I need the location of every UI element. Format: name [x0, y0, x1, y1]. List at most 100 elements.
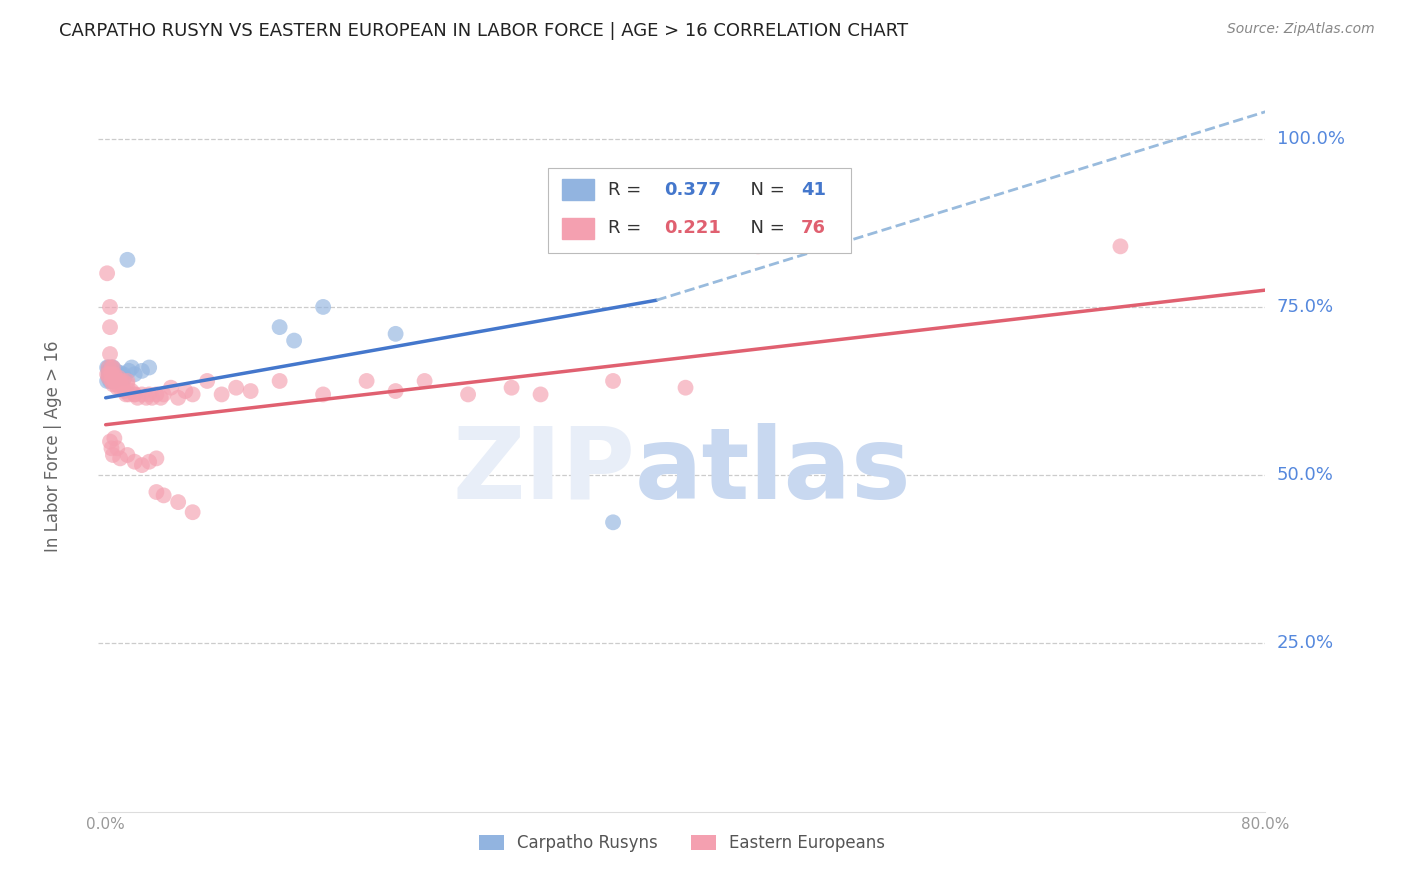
- Point: [145, 451, 167, 466]
- Point: [97, 360, 120, 375]
- Point: [101, 448, 124, 462]
- Point: [118, 387, 141, 401]
- Point: [100, 442, 122, 456]
- Point: [160, 381, 183, 395]
- Bar: [548, 168, 851, 252]
- Text: R =: R =: [609, 219, 647, 237]
- Point: [103, 431, 125, 445]
- Point: [107, 368, 129, 383]
- Point: [110, 368, 132, 383]
- Point: [100, 368, 122, 382]
- Point: [104, 377, 127, 392]
- Point: [384, 384, 406, 398]
- Point: [312, 387, 335, 401]
- Point: [97, 360, 120, 375]
- Point: [167, 391, 190, 405]
- Point: [1109, 239, 1132, 253]
- Point: [96, 374, 118, 388]
- Point: [98, 364, 121, 378]
- Point: [457, 387, 479, 401]
- Point: [100, 368, 122, 382]
- Point: [602, 374, 624, 388]
- Point: [101, 364, 124, 378]
- Point: [239, 384, 262, 398]
- Point: [96, 266, 118, 280]
- Point: [101, 370, 124, 384]
- Point: [104, 368, 127, 383]
- Legend: Carpatho Rusyns, Eastern Europeans: Carpatho Rusyns, Eastern Europeans: [472, 828, 891, 859]
- Point: [97, 364, 120, 378]
- Bar: [562, 218, 595, 239]
- Point: [152, 387, 174, 401]
- Point: [97, 368, 120, 382]
- Point: [121, 384, 143, 398]
- Point: [529, 387, 551, 401]
- Point: [269, 374, 291, 388]
- Point: [98, 320, 121, 334]
- Text: 50.0%: 50.0%: [1277, 467, 1333, 484]
- Point: [104, 364, 127, 378]
- Point: [127, 391, 149, 405]
- Point: [98, 370, 121, 384]
- Text: 100.0%: 100.0%: [1277, 129, 1344, 148]
- Point: [384, 326, 406, 341]
- Point: [97, 368, 120, 382]
- Point: [181, 387, 204, 401]
- Point: [138, 387, 160, 401]
- Point: [135, 391, 157, 405]
- Point: [98, 368, 121, 382]
- Point: [101, 377, 124, 392]
- Point: [138, 360, 160, 375]
- Point: [108, 366, 131, 380]
- Text: 0.377: 0.377: [665, 181, 721, 199]
- Point: [269, 320, 291, 334]
- Text: N =: N =: [740, 219, 790, 237]
- Point: [105, 381, 128, 395]
- Point: [114, 370, 136, 384]
- Point: [167, 495, 190, 509]
- Point: [124, 387, 146, 401]
- Bar: [562, 179, 595, 200]
- Point: [101, 360, 124, 375]
- Point: [101, 360, 124, 375]
- Point: [110, 377, 132, 392]
- Point: [413, 374, 436, 388]
- Text: 25.0%: 25.0%: [1277, 634, 1334, 652]
- Text: 0.221: 0.221: [665, 219, 721, 237]
- Point: [112, 368, 135, 382]
- Point: [97, 370, 120, 384]
- Text: CARPATHO RUSYN VS EASTERN EUROPEAN IN LABOR FORCE | AGE > 16 CORRELATION CHART: CARPATHO RUSYN VS EASTERN EUROPEAN IN LA…: [59, 22, 908, 40]
- Point: [675, 381, 697, 395]
- Point: [100, 360, 122, 375]
- Point: [149, 391, 172, 405]
- Point: [100, 370, 122, 384]
- Point: [100, 360, 122, 375]
- Point: [501, 381, 523, 395]
- Point: [103, 368, 125, 382]
- Text: ZIP: ZIP: [453, 423, 636, 520]
- Point: [108, 381, 131, 395]
- Point: [117, 448, 139, 462]
- Text: 41: 41: [801, 181, 825, 199]
- Point: [96, 360, 118, 375]
- Point: [747, 239, 769, 253]
- Point: [225, 381, 247, 395]
- Point: [124, 455, 146, 469]
- Point: [104, 373, 127, 387]
- Point: [105, 368, 128, 382]
- Point: [98, 347, 121, 361]
- Point: [131, 387, 153, 401]
- Point: [131, 364, 153, 378]
- Point: [124, 368, 146, 382]
- Point: [115, 387, 138, 401]
- Point: [195, 374, 218, 388]
- Point: [283, 334, 305, 348]
- Text: In Labor Force | Age > 16: In Labor Force | Age > 16: [45, 340, 62, 552]
- Point: [112, 374, 135, 388]
- Text: R =: R =: [609, 181, 647, 199]
- Point: [145, 485, 167, 500]
- Point: [131, 458, 153, 472]
- Text: Source: ZipAtlas.com: Source: ZipAtlas.com: [1227, 22, 1375, 37]
- Point: [117, 374, 139, 388]
- Point: [174, 384, 197, 398]
